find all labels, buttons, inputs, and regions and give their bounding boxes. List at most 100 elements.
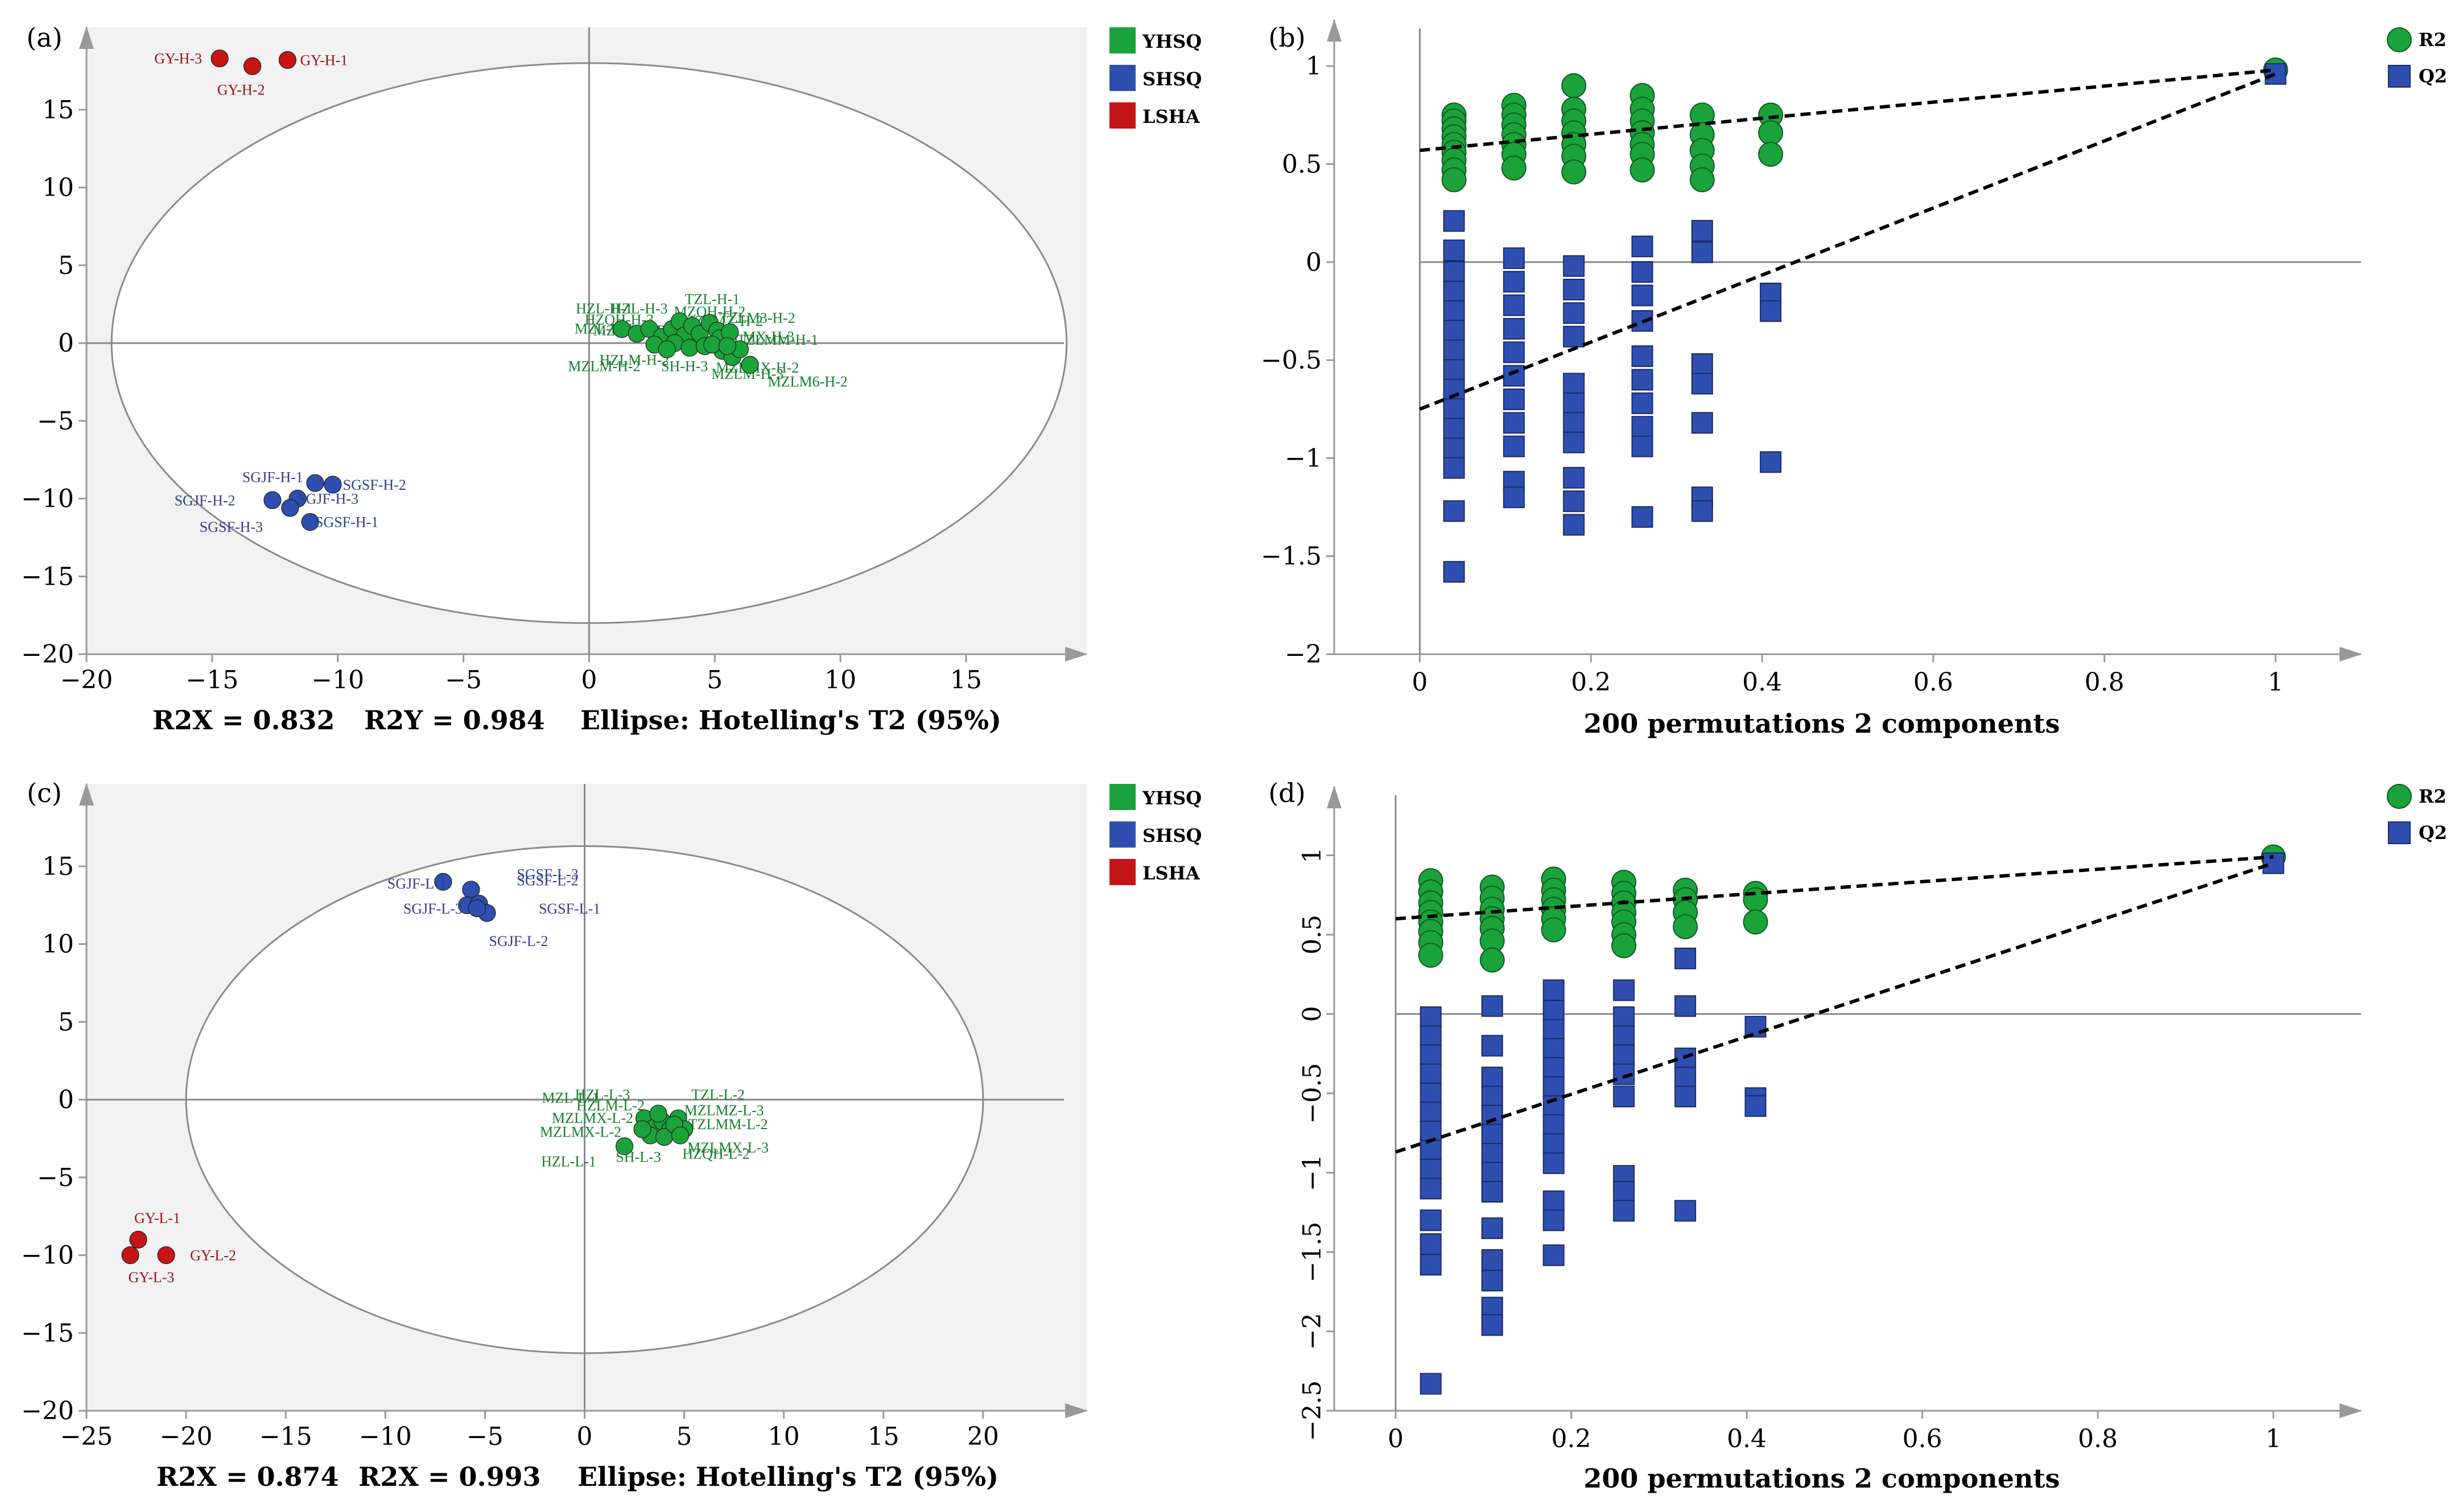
point-q2 <box>1760 451 1782 473</box>
point-q2 <box>1420 1158 1442 1180</box>
point-label-yhsq: MZL-L-1 <box>542 1090 599 1106</box>
point-label-lsha: GY-H-1 <box>300 52 348 68</box>
y-tick-label: 0.5 <box>1282 150 1322 179</box>
point-q2 <box>1563 490 1585 513</box>
point-q2 <box>1443 210 1465 232</box>
point-q2 <box>1563 325 1585 348</box>
point-label-yhsq: HZL-L-3 <box>575 1087 630 1103</box>
x-tick-label: 0.8 <box>2078 1424 2118 1453</box>
point-q2 <box>1443 239 1465 262</box>
point-label-shsq: SGSF-H-1 <box>315 514 378 531</box>
point-q2 <box>1613 1200 1635 1222</box>
point-q2 <box>1503 435 1525 457</box>
point-lsha <box>129 1230 147 1249</box>
point-label-shsq: SGSF-L-1 <box>539 900 600 917</box>
panel-label: (c) <box>27 778 62 808</box>
point-label-shsq: SGSF-H-2 <box>343 477 406 493</box>
point-q2 <box>1443 280 1465 303</box>
x-tick-label: −15 <box>259 1422 312 1451</box>
legend-marker-r2 <box>2387 784 2412 809</box>
point-label-yhsq: HZL-H-1 <box>576 300 633 317</box>
point-q2 <box>1542 1133 1565 1155</box>
point-r2 <box>1561 159 1587 185</box>
point-q2 <box>1674 1067 1697 1089</box>
point-label-yhsq: HZL-H-3 <box>611 300 668 317</box>
point-q2 <box>1443 359 1465 381</box>
x-tick-label: 0.4 <box>1727 1424 1767 1453</box>
point-q2 <box>1443 261 1465 283</box>
point-r2 <box>1561 73 1587 98</box>
y-tick-label: 0 <box>58 1085 74 1114</box>
point-r2 <box>1541 917 1566 943</box>
point-q2 <box>1481 1314 1503 1336</box>
point-q2 <box>1542 1209 1565 1232</box>
x-tick-label: 20 <box>967 1422 999 1451</box>
legend-permutation: R2 Q2 <box>2387 27 2447 88</box>
point-q2 <box>1481 1067 1503 1089</box>
point-q2 <box>1420 1063 1442 1085</box>
legend-marker-q2 <box>2388 65 2411 88</box>
x-tick-label: −15 <box>185 666 238 695</box>
y-tick-label: −15 <box>21 1319 74 1348</box>
point-q2 <box>1542 1057 1565 1079</box>
point-q2 <box>1443 418 1465 440</box>
model-stat: R2X = 0.874 <box>156 1461 339 1492</box>
legend-label: LSHA <box>1142 862 1200 884</box>
y-tick-label: −1 <box>1298 1154 1327 1191</box>
point-q2 <box>1481 1249 1503 1271</box>
y-tick-label: 10 <box>42 930 74 959</box>
point-label-shsq: SGJF-H-1 <box>242 469 303 485</box>
x-axis-arrow <box>1065 647 1088 662</box>
y-tick-label: 15 <box>42 852 74 881</box>
point-shsq <box>324 476 342 494</box>
point-q2 <box>1563 279 1585 301</box>
point-q2 <box>1631 284 1653 307</box>
point-q2 <box>1503 271 1525 293</box>
y-tick-label: 0 <box>1298 1006 1327 1022</box>
point-q2 <box>1420 1006 1442 1028</box>
point-q2 <box>1691 241 1713 263</box>
y-tick-label: −5 <box>37 407 74 436</box>
point-yhsq <box>615 1137 634 1155</box>
point-label-yhsq: TZLMM-L-2 <box>688 1116 768 1133</box>
x-tick-label: 5 <box>676 1422 692 1451</box>
trendline-r2 <box>1395 855 2274 921</box>
y-tick-label: −1.5 <box>1298 1222 1327 1283</box>
legend-swatch <box>1109 821 1136 848</box>
point-r2 <box>1501 155 1527 181</box>
point-r2 <box>1743 909 1768 935</box>
point-q2 <box>1613 1006 1635 1028</box>
point-label-yhsq: HZLM-H-2 <box>600 352 670 368</box>
point-q2 <box>1503 341 1525 363</box>
y-tick-label: −0.5 <box>1261 346 1322 375</box>
point-shsq <box>468 899 486 918</box>
point-q2 <box>1443 320 1465 342</box>
point-q2 <box>1542 1076 1565 1098</box>
point-label-yhsq: HZQH-L-2 <box>682 1146 749 1162</box>
point-label-yhsq: MZLMZ-L-3 <box>684 1102 764 1118</box>
x-tick-label: 10 <box>768 1422 800 1451</box>
y-tick-label: −2 <box>1298 1313 1327 1350</box>
x-tick-label: 5 <box>707 666 723 695</box>
x-tick-label: 1 <box>2266 1424 2282 1453</box>
y-tick-label: 5 <box>58 251 74 280</box>
legend-label: Q2 <box>2419 822 2447 844</box>
point-q2 <box>1420 1101 1442 1123</box>
point-q2 <box>1420 1209 1442 1232</box>
point-q2 <box>1542 1038 1565 1060</box>
x-axis-arrow <box>1065 1403 1088 1418</box>
point-label-yhsq: TZL-H-1 <box>684 291 740 308</box>
y-tick-label: −2 <box>1285 640 1322 669</box>
y-tick-label: 0 <box>58 329 74 358</box>
panel-label: (a) <box>26 22 62 53</box>
point-q2 <box>1760 300 1782 322</box>
y-tick-label: 15 <box>42 96 74 125</box>
point-yhsq <box>633 1120 651 1138</box>
point-q2 <box>1503 412 1525 434</box>
point-q2 <box>1563 514 1585 536</box>
point-label-yhsq: TZL-L-2 <box>691 1087 745 1103</box>
point-yhsq <box>658 340 676 358</box>
legend-swatch <box>1109 102 1136 129</box>
point-q2 <box>1443 437 1465 460</box>
point-q2 <box>1613 1025 1635 1047</box>
